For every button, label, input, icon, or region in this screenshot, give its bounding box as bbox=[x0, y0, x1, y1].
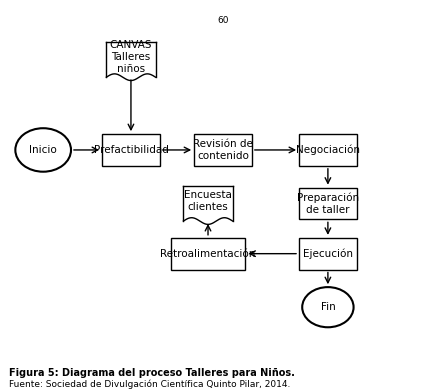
Polygon shape bbox=[106, 42, 156, 81]
Text: Encuesta
clientes: Encuesta clientes bbox=[184, 190, 232, 212]
FancyBboxPatch shape bbox=[194, 134, 252, 166]
Text: Fuente: Sociedad de Divulgación Científica Quinto Pilar, 2014.: Fuente: Sociedad de Divulgación Científi… bbox=[9, 379, 290, 389]
Text: Prefactibilidad: Prefactibilidad bbox=[94, 145, 169, 155]
FancyBboxPatch shape bbox=[170, 238, 245, 270]
Text: Preparación
de taller: Preparación de taller bbox=[297, 193, 359, 215]
Text: Negociación: Negociación bbox=[296, 145, 360, 155]
Circle shape bbox=[15, 128, 71, 172]
Text: Figura 5: Diagrama del proceso Talleres para Niños.: Figura 5: Diagrama del proceso Talleres … bbox=[9, 368, 295, 378]
Polygon shape bbox=[183, 186, 233, 224]
Text: CANVAS
Talleres
niños: CANVAS Talleres niños bbox=[110, 40, 152, 74]
Text: Revisión de
contenido: Revisión de contenido bbox=[193, 139, 253, 161]
Text: 60: 60 bbox=[217, 16, 229, 25]
FancyBboxPatch shape bbox=[299, 238, 357, 270]
Text: Inicio: Inicio bbox=[29, 145, 57, 155]
Circle shape bbox=[302, 287, 354, 327]
FancyBboxPatch shape bbox=[102, 134, 160, 166]
Text: Ejecución: Ejecución bbox=[303, 249, 353, 259]
FancyBboxPatch shape bbox=[299, 134, 357, 166]
FancyBboxPatch shape bbox=[299, 187, 357, 219]
Text: Retroalimentación: Retroalimentación bbox=[160, 249, 256, 259]
Text: Fin: Fin bbox=[321, 302, 335, 312]
